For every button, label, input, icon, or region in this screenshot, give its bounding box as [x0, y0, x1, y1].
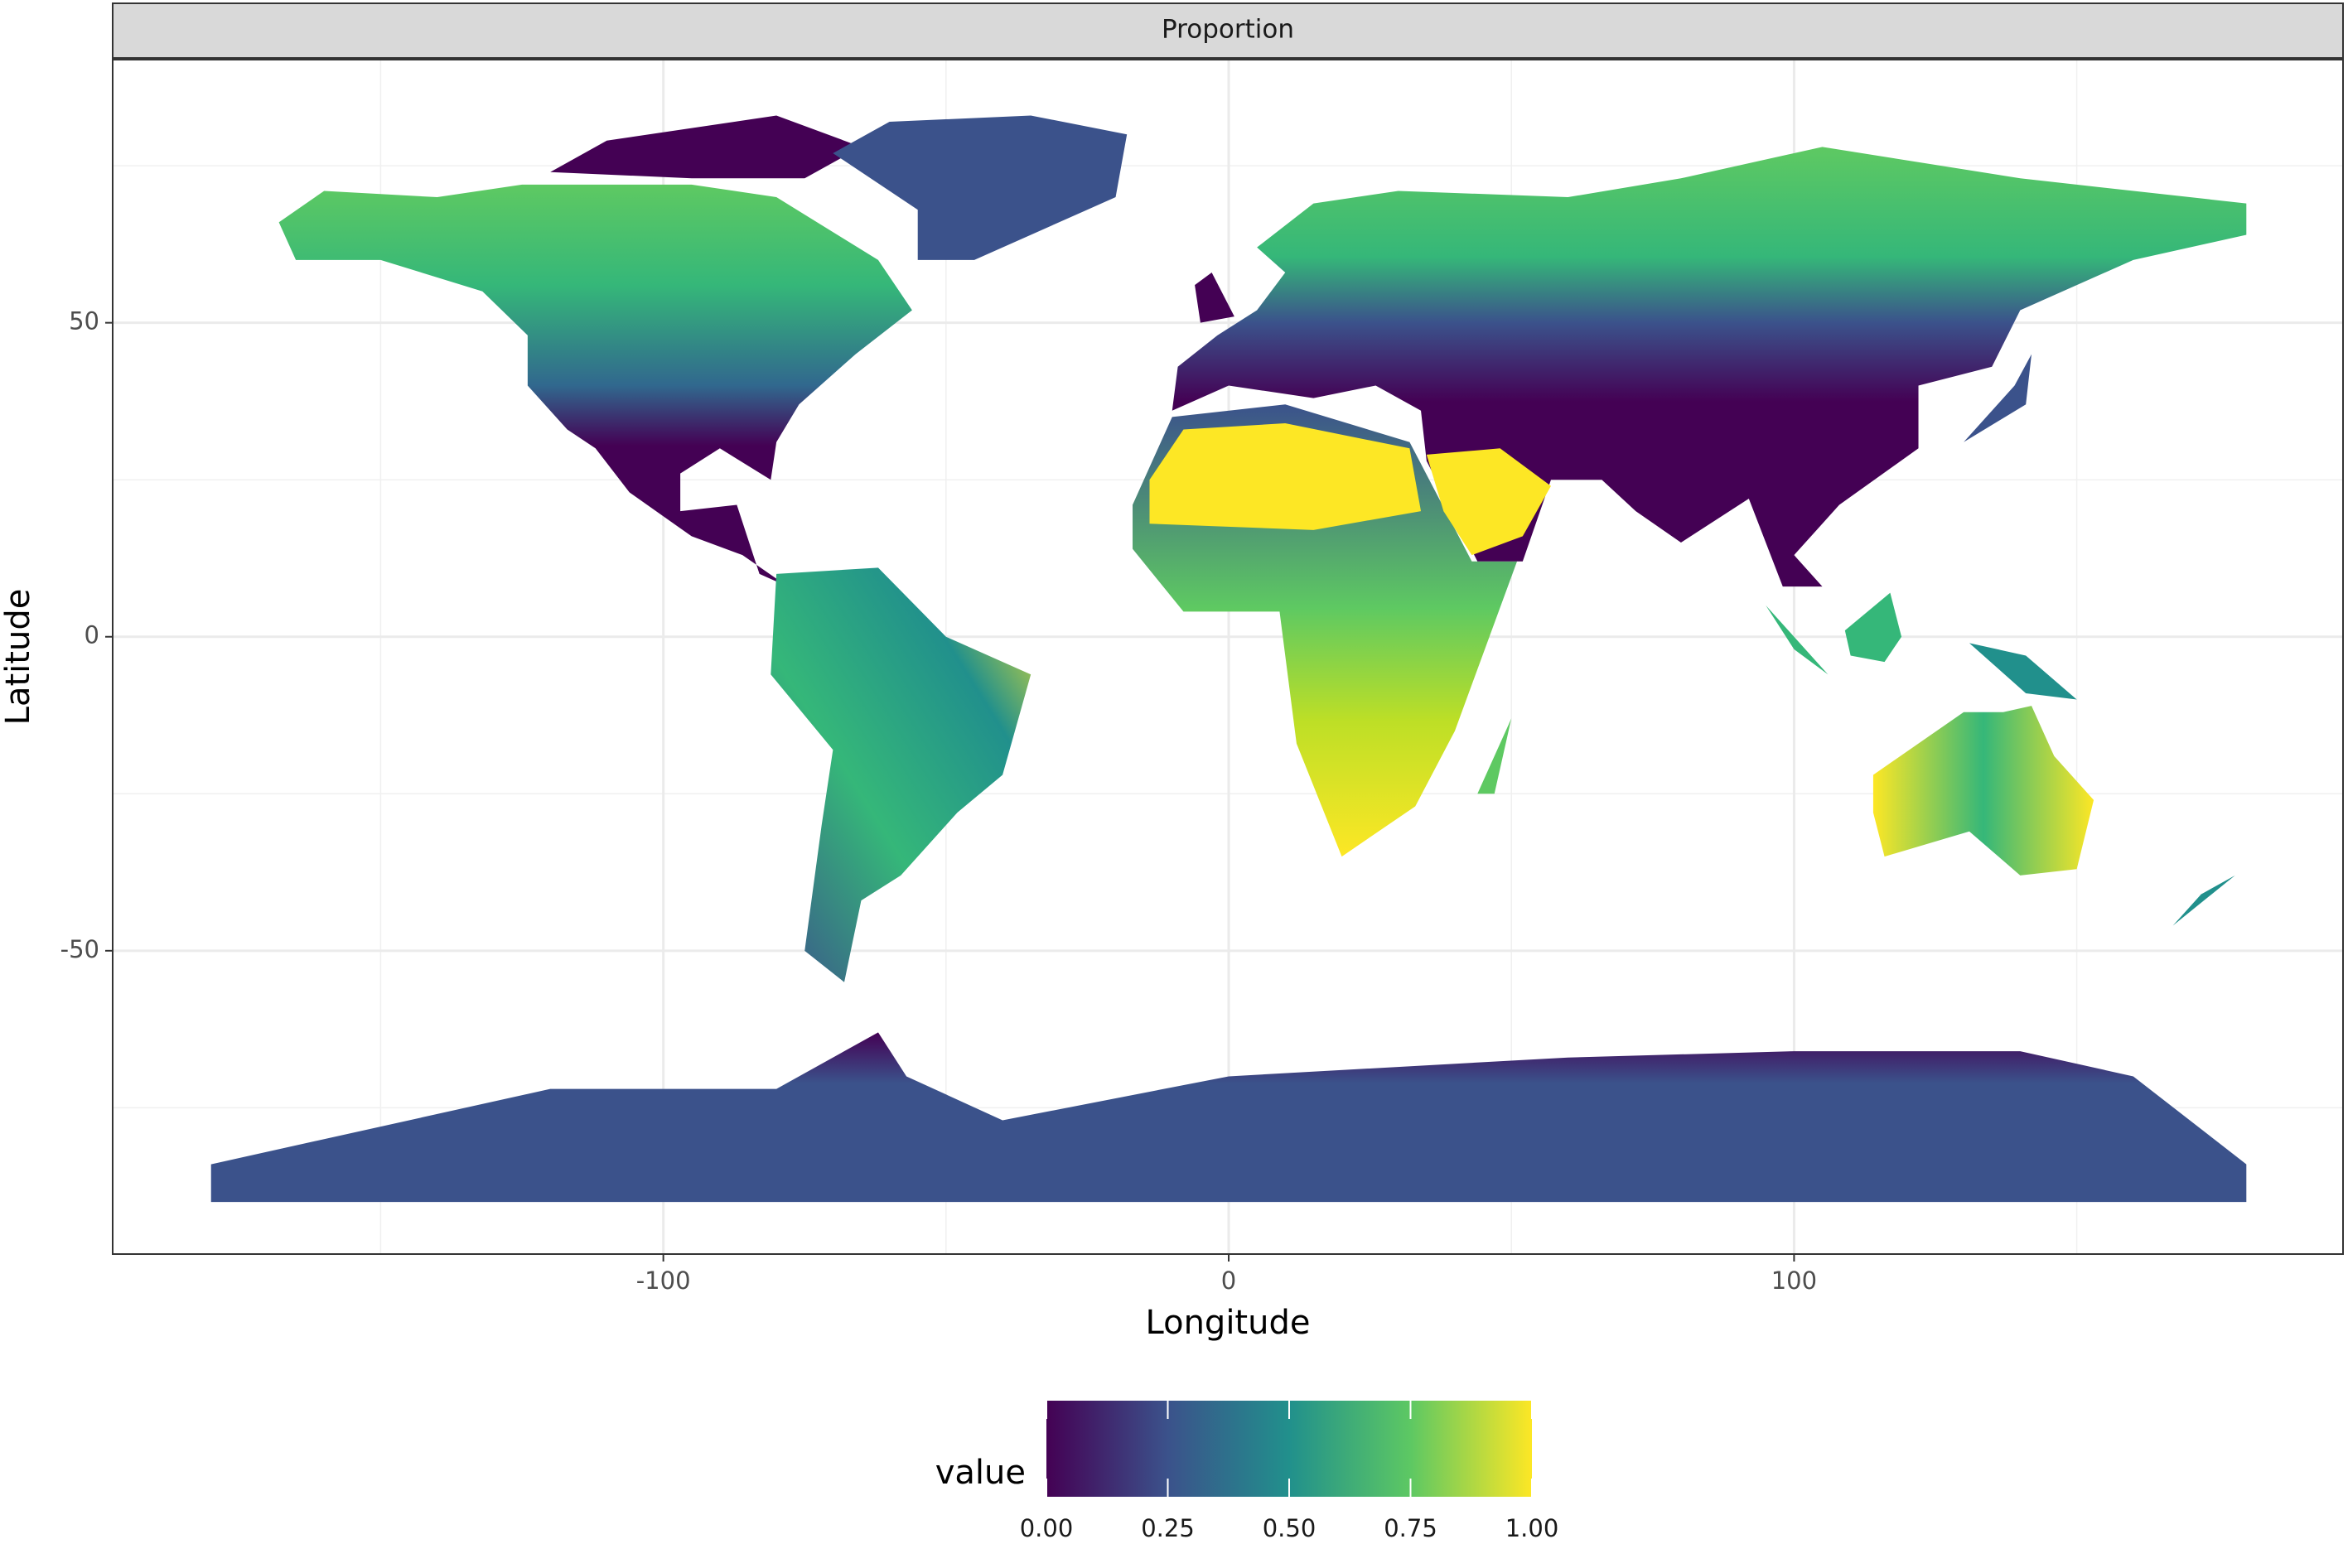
- y-axis-title: Latitude: [0, 589, 37, 726]
- japan: [1964, 354, 2032, 442]
- colorbar-tick-label: 1.00: [1505, 1514, 1559, 1542]
- x-tick-label: 100: [1771, 1266, 1817, 1295]
- colorbar-tick-label: 0.25: [1141, 1514, 1195, 1542]
- south-america: [771, 567, 1031, 982]
- britain: [1195, 273, 1234, 323]
- north-america: [278, 184, 912, 587]
- legend: 0.00 0.25 0.50 0.75 1.00: [1020, 1401, 1559, 1542]
- land: [210, 115, 2247, 1203]
- colorbar-tick-label: 0.75: [1384, 1514, 1437, 1542]
- madagascar: [1477, 718, 1512, 794]
- x-axis-title: Longitude: [1146, 1304, 1311, 1342]
- antarctica: [210, 1032, 2247, 1203]
- new-zealand: [2172, 875, 2235, 926]
- y-tick-label: 0: [85, 621, 99, 649]
- axes: -100 0 100 -50 0 50: [60, 307, 1817, 1295]
- arabia: [1426, 448, 1551, 556]
- y-tick-label: 50: [69, 307, 99, 335]
- borneo: [1844, 592, 1902, 663]
- australia: [1872, 706, 2094, 876]
- x-tick-label: 0: [1221, 1266, 1236, 1295]
- x-tick-label: -100: [636, 1266, 691, 1295]
- colorbar-tick-label: 0.00: [1020, 1514, 1074, 1542]
- colorbar-tick-label: 0.50: [1263, 1514, 1317, 1542]
- arctic-islands: [550, 115, 862, 179]
- facet-label: Proportion: [1162, 15, 1294, 45]
- sahara: [1149, 422, 1422, 530]
- new-guinea: [1969, 643, 2077, 700]
- sumatra: [1766, 605, 1829, 675]
- map-clip: [210, 115, 2247, 1203]
- y-tick-label: -50: [60, 935, 99, 963]
- legend-title: value: [935, 1454, 1026, 1492]
- panel-border: [112, 59, 2344, 1255]
- facet-strip: [112, 2, 2344, 59]
- greenland: [833, 115, 1128, 260]
